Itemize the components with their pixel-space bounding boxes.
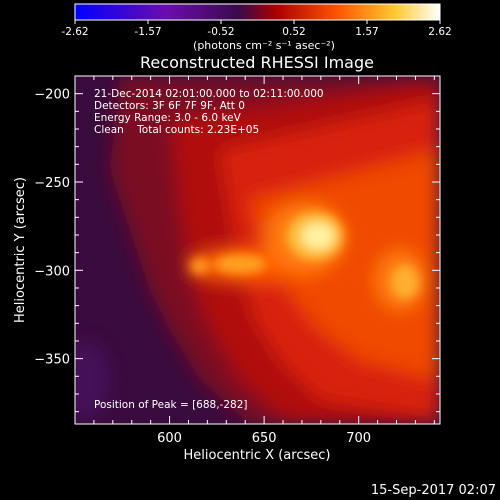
annotation-clean-counts: Clean Total counts: 2.23E+05 xyxy=(94,124,259,136)
annotation-time-range: 21-Dec-2014 02:01:00.000 to 02:11:00.000 xyxy=(94,88,324,100)
plot-frame xyxy=(74,75,441,425)
colorbar-tick-label: 1.57 xyxy=(355,26,378,38)
colorbar xyxy=(74,3,441,21)
colorbar-tick-label: -1.57 xyxy=(134,26,161,38)
annotation-detectors: Detectors: 3F 6F 7F 9F, Att 0 xyxy=(94,100,245,112)
colorbar-tick-label: 0.52 xyxy=(282,26,305,38)
annotation-energy-range: Energy Range: 3.0 - 6.0 keV xyxy=(94,112,242,124)
x-tick-label: 600 xyxy=(157,431,182,446)
x-ticks xyxy=(93,76,435,424)
chart-title: Reconstructed RHESSI Image xyxy=(140,53,374,72)
colorbar-tick-label: -0.52 xyxy=(207,26,234,38)
y-ticks xyxy=(75,75,440,413)
peak-position-label: Position of Peak = [688,-282] xyxy=(94,399,248,411)
x-tick-label: 700 xyxy=(346,431,371,446)
y-tick-label: −250 xyxy=(34,176,70,191)
x-tick-label: 650 xyxy=(252,431,277,446)
colorbar-ticks xyxy=(74,20,441,24)
y-tick-label: −300 xyxy=(34,264,70,279)
x-axis-label: Heliocentric X (arcsec) xyxy=(184,448,331,463)
colorbar-tick-label: -2.62 xyxy=(61,26,88,38)
y-tick-label: −200 xyxy=(34,88,70,103)
colorbar-units: (photons cm⁻² s⁻¹ asec⁻²) xyxy=(193,39,335,52)
footer-date: 15-Sep-2017 02:07 xyxy=(371,483,496,498)
y-axis-label: Heliocentric Y (arcsec) xyxy=(13,177,28,323)
colorbar-tick-label: 2.62 xyxy=(428,26,451,38)
heatmap-image xyxy=(75,76,440,424)
y-tick-label: −350 xyxy=(34,353,70,368)
